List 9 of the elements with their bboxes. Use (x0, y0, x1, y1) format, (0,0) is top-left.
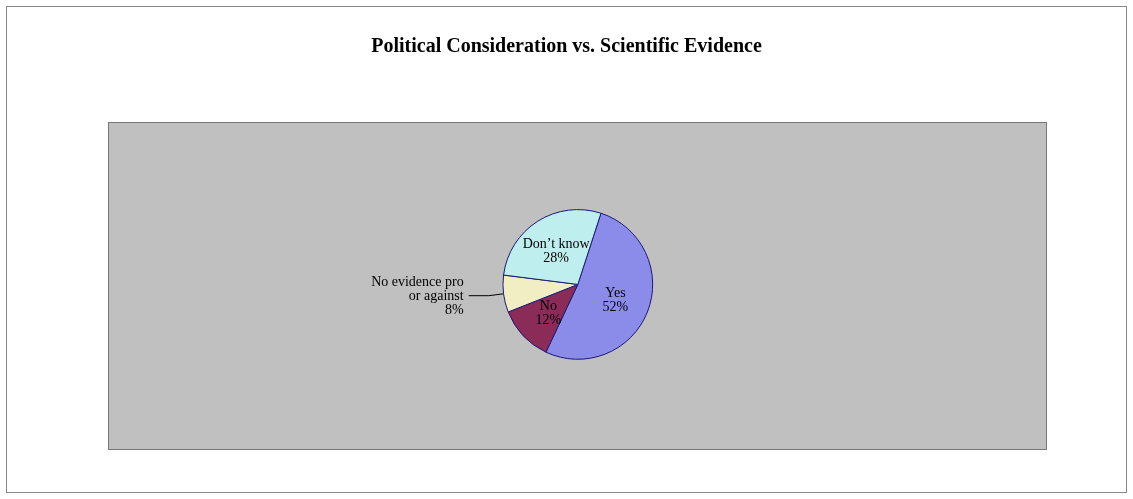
slice-label: No evidence pro or against (371, 274, 464, 304)
slice-label: No (539, 297, 557, 313)
slice-label: Yes (605, 284, 626, 300)
data-label: 8% (445, 302, 465, 318)
data-label: 52% (602, 298, 629, 314)
data-label: 12% (535, 311, 562, 327)
slice-label: Don’t know (522, 235, 591, 251)
data-label: 28% (543, 249, 570, 265)
chart-title: Political Consideration vs. Scientific Evidence (371, 34, 762, 56)
